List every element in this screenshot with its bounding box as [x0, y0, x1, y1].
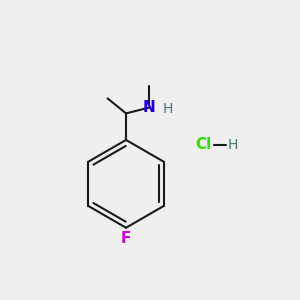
Text: N: N: [143, 100, 155, 115]
Text: Cl: Cl: [195, 137, 212, 152]
Text: F: F: [121, 231, 131, 246]
Text: H: H: [163, 103, 173, 116]
Text: H: H: [228, 138, 238, 152]
